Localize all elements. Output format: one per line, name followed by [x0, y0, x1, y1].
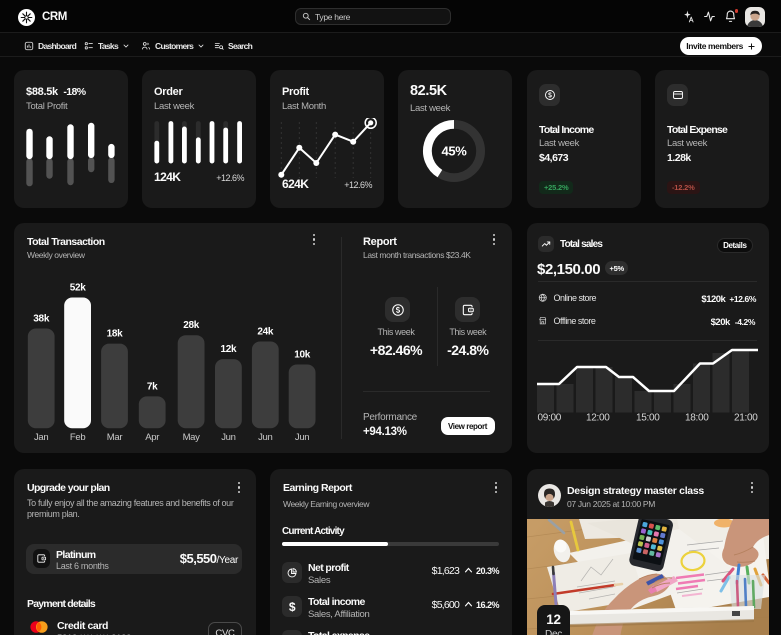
svg-text:Jun: Jun: [221, 432, 235, 443]
svg-text:28k: 28k: [183, 320, 200, 331]
svg-text:21:00: 21:00: [734, 413, 758, 424]
svg-text:12:00: 12:00: [586, 413, 610, 424]
svg-text:18k: 18k: [107, 329, 124, 340]
svg-text:Jun: Jun: [258, 432, 272, 443]
svg-text:15:00: 15:00: [636, 413, 660, 424]
svg-text:45%: 45%: [441, 144, 467, 159]
svg-text:12k: 12k: [221, 344, 238, 355]
svg-text:May: May: [183, 432, 201, 443]
svg-text:Jun: Jun: [295, 432, 309, 443]
svg-text:09:00: 09:00: [538, 413, 562, 424]
svg-text:Apr: Apr: [145, 432, 159, 443]
svg-text:18:00: 18:00: [685, 413, 709, 424]
svg-text:7k: 7k: [147, 381, 158, 392]
svg-text:24k: 24k: [257, 327, 274, 338]
svg-text:52k: 52k: [70, 283, 87, 294]
svg-text:38k: 38k: [33, 314, 50, 325]
svg-text:10k: 10k: [294, 350, 311, 361]
svg-text:Jan: Jan: [34, 432, 48, 443]
svg-text:Feb: Feb: [70, 432, 85, 443]
svg-text:Mar: Mar: [107, 432, 123, 443]
